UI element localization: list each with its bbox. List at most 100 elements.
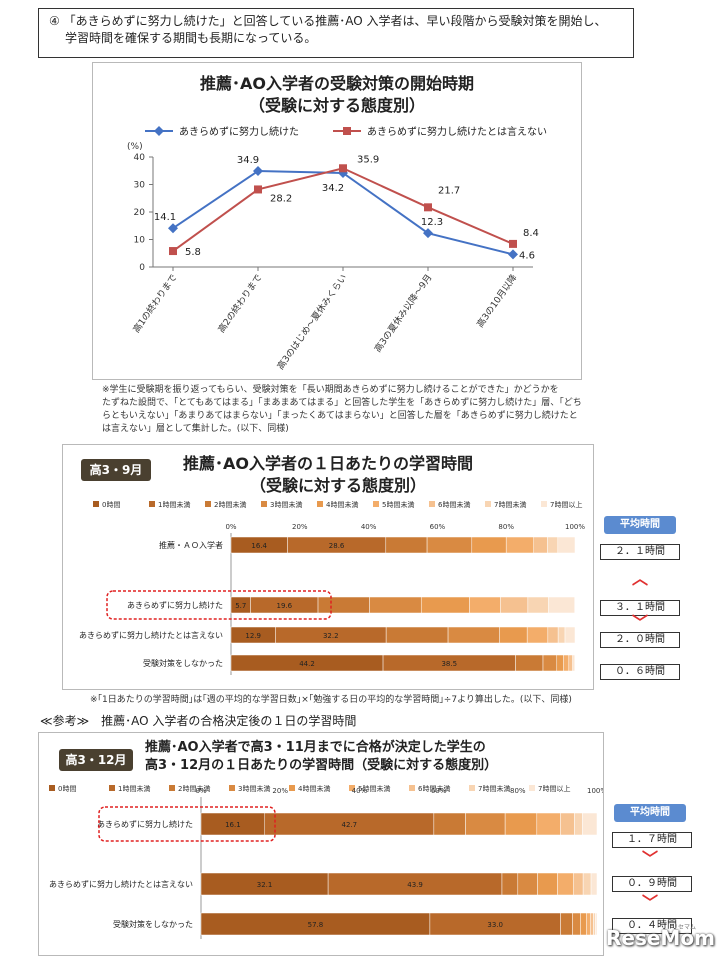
data-label: 5.8 — [185, 247, 201, 258]
note-marker: ④ — [49, 14, 60, 28]
bar-segment — [557, 626, 566, 644]
data-point — [424, 203, 432, 212]
data-point — [509, 239, 517, 248]
sept-chart-subtitle: （受験に対する態度別） — [249, 476, 426, 495]
data-point — [423, 228, 433, 239]
bar-segment — [590, 912, 594, 936]
bar-segment — [504, 812, 538, 836]
data-label: 35.9 — [357, 154, 379, 165]
badge-dec: 高3・12月 — [59, 749, 133, 771]
x-tick-label: 40% — [361, 523, 377, 531]
bar-segment — [499, 626, 528, 644]
bar-segment — [447, 626, 500, 644]
data-label: 4.6 — [519, 250, 535, 261]
dec-chart-title-2: 高3・12月の１日あたりの学習時間（受験に対する態度別） — [145, 758, 498, 773]
bar-label: 38.5 — [441, 660, 457, 668]
bar-label: 28.6 — [329, 542, 345, 550]
footnote-1-line-2: たずねた設問で、「とてもあてはまる」「まあまあてはまる」と回答した学生を「あきら… — [102, 398, 582, 408]
legend-label: 7時間以上 — [538, 784, 570, 793]
bar-segment — [501, 872, 519, 896]
bar-label: 43.9 — [407, 881, 423, 889]
line-chart-panel: 推薦･AO入学者の受験対策の開始時期 （受験に対する態度別） あきらめずに努力し… — [92, 62, 582, 380]
data-point — [254, 185, 262, 194]
bar-label: 16.4 — [251, 542, 267, 550]
data-point — [339, 164, 347, 173]
data-label: 34.9 — [237, 155, 259, 166]
data-point — [508, 249, 518, 260]
sept-chart-title: 推薦･AO入学者の１日あたりの学習時間 — [183, 454, 473, 473]
bar-label: 19.6 — [277, 602, 293, 610]
legend-swatch — [409, 785, 415, 791]
summary-note: ④ 「あきらめずに努力し続けた」と回答している推薦･AO 入学者は、早い段階から… — [38, 8, 634, 58]
legend-swatch — [429, 501, 435, 507]
x-tick-label: 60% — [430, 523, 446, 531]
bar-segment — [582, 872, 592, 896]
category-label: 推薦・ＡＯ入学者 — [159, 540, 223, 550]
legend-label: 2時間未満 — [178, 784, 210, 793]
bar-segment — [564, 626, 576, 644]
data-label: 21.7 — [438, 185, 460, 196]
bar-segment — [317, 596, 370, 614]
bar-segment — [385, 536, 428, 554]
x-tick-label: 高3の夏休み以降～9月 — [372, 272, 435, 355]
note-line-2: 学習時間を確保する期間も長期になっている。 — [65, 31, 317, 45]
x-tick-label: 80% — [510, 787, 526, 795]
bar-segment — [433, 812, 466, 836]
bar-segment — [563, 654, 570, 672]
bar-segment — [533, 536, 548, 554]
legend-swatch — [349, 785, 355, 791]
legend-label: 6時間未満 — [438, 500, 470, 509]
sept-bar-chart-svg: 0時間 1時間未満 2時間未満 3時間未満 4時間未満 5時間未満 6時間未満 7時間未満 7時… — [79, 500, 585, 675]
legend-swatch — [109, 785, 115, 791]
bar-segment — [542, 654, 558, 672]
data-label: 34.2 — [322, 183, 344, 194]
bar-segment — [560, 812, 575, 836]
legend-marker — [343, 127, 351, 135]
avg-sept-not-persist: ２．０時間 — [600, 632, 680, 648]
legend-swatch — [261, 501, 267, 507]
stacked-chart-dec-panel: 高3・12月 推薦･AO入学者で高3・11月までに合格が決定した学生の 高3・1… — [38, 732, 604, 956]
dec-chart-title-1: 推薦･AO入学者で高3・11月までに合格が決定した学生の — [145, 740, 486, 755]
x-tick-label: 20% — [292, 523, 308, 531]
note-line-1: 「あきらめずに努力し続けた」と回答している推薦･AO 入学者は、早い段階から受験… — [63, 14, 607, 28]
legend-label: 5時間未満 — [358, 784, 390, 793]
legend-label: あきらめずに努力し続けた — [179, 125, 299, 138]
x-tick-label: 20% — [272, 787, 288, 795]
data-label: 12.3 — [421, 217, 443, 228]
legend-swatch — [317, 501, 323, 507]
x-tick-label: 高3のはじめ～夏休みくらい — [274, 272, 349, 372]
bar-segment — [573, 654, 576, 672]
legend-swatch — [485, 501, 491, 507]
bar-label: 12.9 — [245, 632, 261, 640]
legend-label: 4時間未満 — [298, 784, 330, 793]
legend-swatch — [529, 785, 535, 791]
bar-label: 33.0 — [487, 921, 503, 929]
legend-marker — [154, 126, 164, 136]
legend-label: 2時間未満 — [214, 500, 246, 509]
category-label: 受験対策をしなかった — [143, 658, 223, 668]
avg-sept-all: ２．１時間 — [600, 544, 680, 560]
legend-label: 4時間未満 — [326, 500, 358, 509]
bar-segment — [420, 596, 470, 614]
bar-segment — [505, 536, 534, 554]
bar-segment — [580, 912, 587, 936]
footnote-1: ※学生に受験期を振り返ってもらい、受験対策を「長い期間あきらめずに努力し続けるこ… — [102, 384, 592, 436]
y-tick-label: 10 — [134, 236, 146, 246]
footnote-2: ※｢1日あたりの学習時間｣は｢週の平均的な学習日数｣×｢勉強する日の平均的な学習… — [90, 695, 572, 705]
legend-swatch — [229, 785, 235, 791]
legend-label: 7時間未満 — [478, 784, 510, 793]
y-unit-label: (%) — [127, 142, 143, 152]
legend-label: 0時間 — [102, 501, 120, 509]
bar-segment — [536, 812, 561, 836]
highlight-box — [98, 806, 276, 842]
bar-segment — [500, 596, 529, 614]
x-tick-label: 高1の終わりまで — [130, 272, 179, 335]
category-label: あきらめずに努力し続けた — [127, 600, 223, 610]
reference-heading: ≪参考≫ 推薦･AO 入学者の合格決定後の１日の学習時間 — [40, 714, 357, 728]
avg-sept-none: ０．６時間 — [600, 664, 680, 680]
legend-label: 3時間未満 — [238, 784, 270, 793]
bar-segment — [426, 536, 473, 554]
category-label: あきらめずに努力し続けたとは言えない — [79, 630, 223, 640]
legend-label: あきらめずに努力し続けたとは言えない — [367, 125, 547, 138]
stacked-chart-sept-panel: 高3・9月 推薦･AO入学者の１日あたりの学習時間 （受験に対する態度別） 0時… — [62, 444, 594, 690]
